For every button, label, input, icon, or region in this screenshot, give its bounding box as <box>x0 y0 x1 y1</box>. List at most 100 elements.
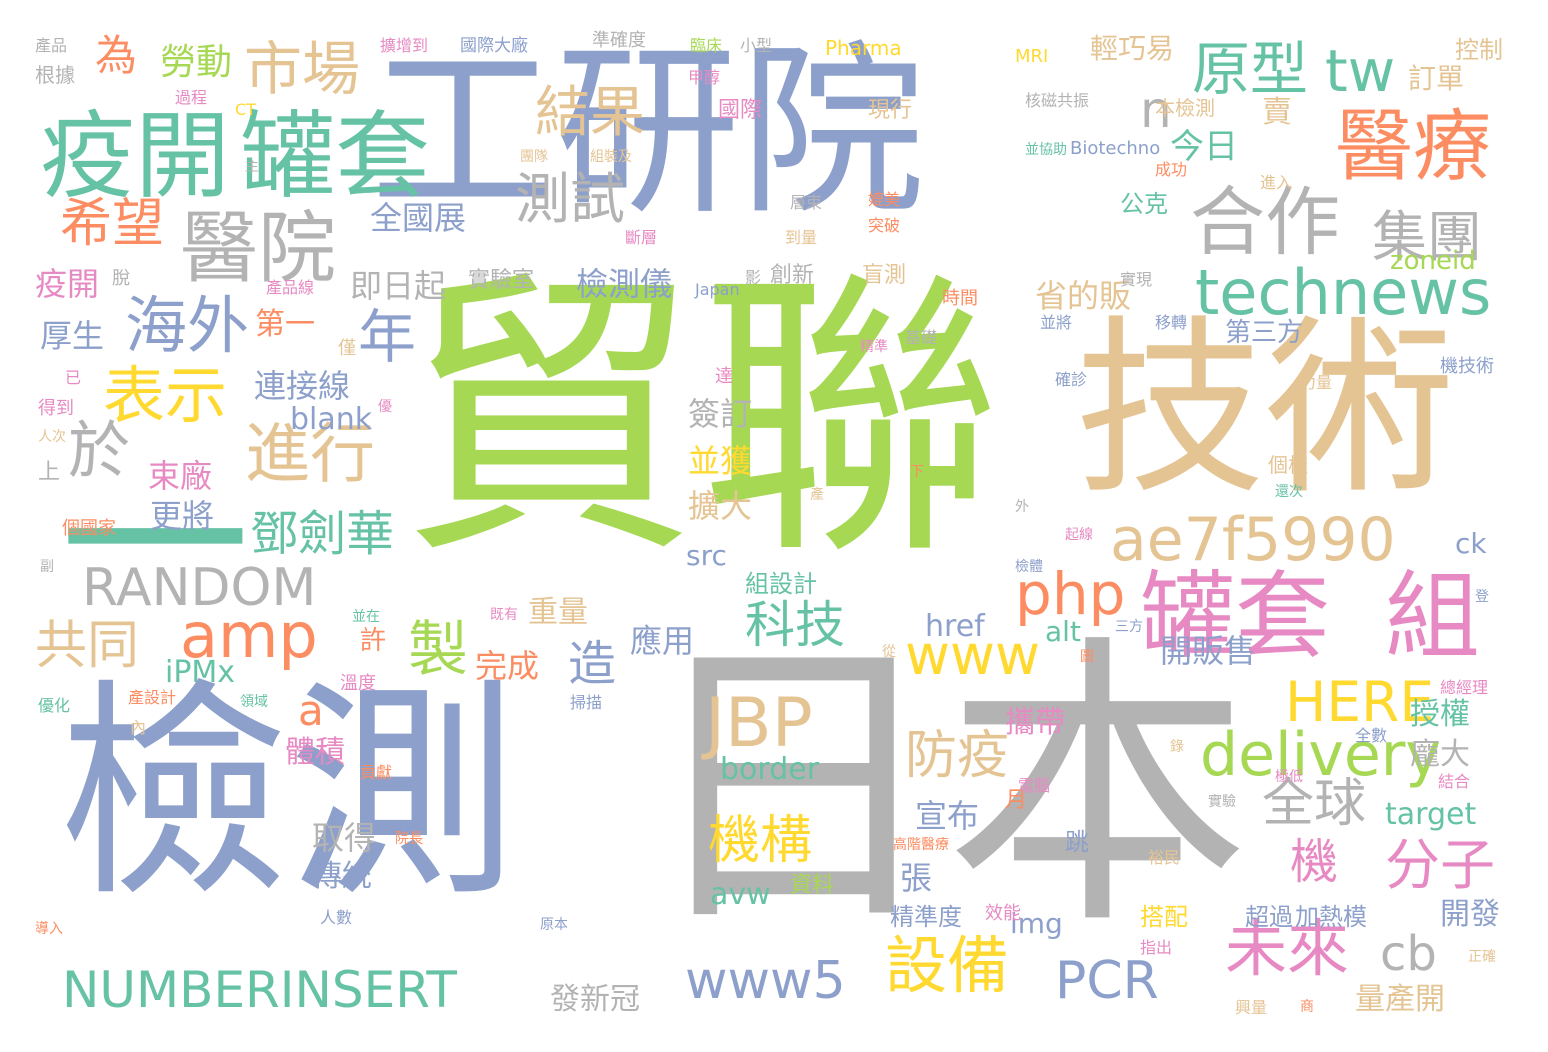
word: 一 <box>60 434 251 655</box>
word: 擴大 <box>688 487 753 525</box>
word: 龐大 <box>1410 737 1470 772</box>
word: CT <box>235 100 256 119</box>
word: target <box>1385 797 1477 832</box>
word: 資料 <box>790 873 835 898</box>
word: 導入 <box>35 921 63 937</box>
word: 個國家 <box>62 518 116 539</box>
word: php <box>1015 560 1126 628</box>
word: iPMx <box>165 655 236 690</box>
word: 產 <box>810 487 824 503</box>
word: 連接線 <box>254 367 351 405</box>
word: 勞動 <box>160 42 233 83</box>
word: 完成 <box>475 647 540 685</box>
word: 副 <box>40 559 54 575</box>
word: 核磁共振 <box>1025 91 1090 110</box>
word: 傳統 <box>312 859 372 894</box>
word: 下 <box>910 464 924 480</box>
word: zoneid <box>1390 246 1476 276</box>
word: 總經理 <box>1440 678 1489 697</box>
word: 並將 <box>1040 313 1073 332</box>
word: 共同 <box>35 616 140 676</box>
word: 並在 <box>352 609 380 625</box>
word: 確診 <box>1055 370 1088 389</box>
word: technews <box>1195 256 1492 329</box>
word: 未來 <box>1225 912 1350 985</box>
word: delivery <box>1200 720 1441 790</box>
word: 主 <box>245 159 259 175</box>
word: 登 <box>1475 589 1489 605</box>
word: 機 <box>1290 834 1339 890</box>
word: avw <box>710 877 771 912</box>
word: 突破 <box>868 216 901 235</box>
word: NUMBERINSERT <box>62 961 457 1019</box>
word: 外 <box>1015 499 1029 515</box>
word: 開發 <box>1440 897 1500 932</box>
word: 第一 <box>255 307 315 342</box>
word: 賣 <box>1262 95 1292 130</box>
word: 全數 <box>1355 726 1388 745</box>
word: 防疫 <box>905 726 1010 786</box>
word: 厚生 <box>40 317 105 355</box>
word: 集團 <box>1372 205 1483 269</box>
word: 掃描 <box>570 693 603 712</box>
word: 張 <box>900 859 933 897</box>
word: 現行 <box>868 98 913 123</box>
word: 院長 <box>395 831 423 847</box>
word: 力量 <box>1300 373 1333 392</box>
word: tw <box>1325 37 1396 105</box>
word: 第三方 <box>1225 318 1304 348</box>
word: 產品 <box>35 36 68 55</box>
word: 合作 <box>1190 178 1341 266</box>
word: 製 <box>408 615 468 685</box>
word: 並協助 <box>1025 142 1067 158</box>
word: 檢體 <box>1015 559 1043 575</box>
word: 國際大廠 <box>460 36 528 56</box>
word: 結果 <box>535 80 646 144</box>
word: 市場 <box>244 35 361 103</box>
word: alt <box>1045 615 1081 648</box>
word: 商 <box>1300 999 1314 1015</box>
word: 檢測 <box>58 661 519 928</box>
word: 開販售 <box>1160 632 1257 670</box>
word: 超過 <box>1245 903 1293 931</box>
word: 三方 <box>1115 619 1143 635</box>
word: 檢測儀 <box>576 265 673 303</box>
word: 產設計 <box>128 688 177 707</box>
word: PCR <box>1055 951 1159 1011</box>
word: 精準度 <box>890 903 962 931</box>
word: 進行 <box>245 417 376 492</box>
word: 溫度 <box>340 673 376 694</box>
word: 全球 <box>1262 774 1367 834</box>
word: 疫開 <box>35 265 100 303</box>
word: 授權 <box>1410 697 1470 732</box>
word: 正確 <box>1468 949 1496 965</box>
word: 於 <box>68 414 131 487</box>
word: 重量 <box>528 595 588 630</box>
word: 貢獻 <box>360 763 393 782</box>
word: 人數 <box>320 908 353 927</box>
word: 造 <box>568 636 617 692</box>
word: 從 <box>882 644 896 660</box>
word: 全國展 <box>370 199 467 237</box>
word: 控制 <box>1455 36 1503 64</box>
word: 興量 <box>1235 998 1268 1017</box>
word: 組裝及 <box>590 149 632 165</box>
word: 實驗室 <box>468 268 535 293</box>
word: 海外 <box>125 289 250 362</box>
word: 宣布 <box>915 797 980 835</box>
word: 時間 <box>942 288 978 309</box>
word: n <box>1140 81 1172 139</box>
word: 還次 <box>1275 484 1303 500</box>
word: 量產開 <box>1355 982 1445 1017</box>
word: 錄 <box>1170 739 1184 755</box>
word: 甲醇 <box>688 68 721 87</box>
word: 得到 <box>38 398 74 419</box>
word: 指出 <box>1140 938 1173 957</box>
word: img <box>1010 907 1063 940</box>
word: 攜帶 <box>1005 705 1065 740</box>
word: 測試 <box>515 167 626 231</box>
word: 團隊 <box>520 149 548 165</box>
word: 斷層 <box>625 228 658 247</box>
word: 公克 <box>1120 190 1168 218</box>
